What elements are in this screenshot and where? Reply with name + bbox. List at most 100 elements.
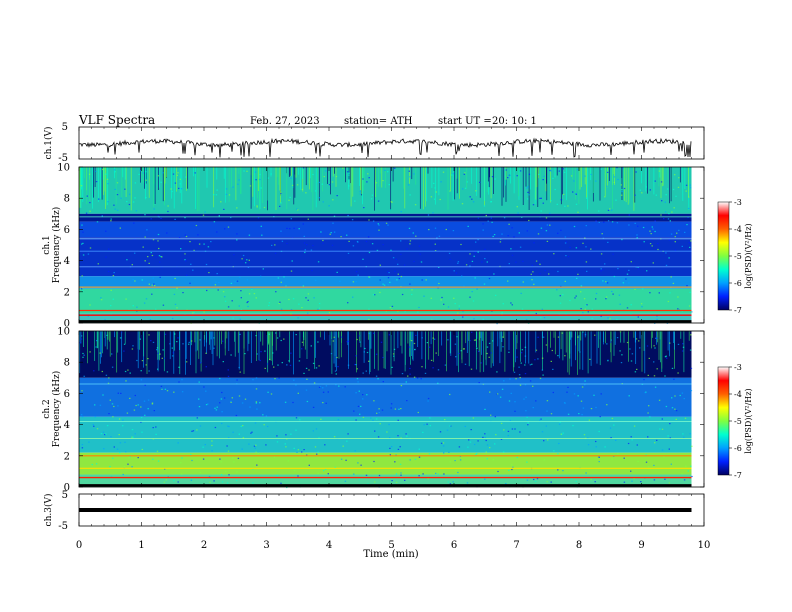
spectrogram-speckle xyxy=(184,217,186,219)
spectrogram-speckle xyxy=(152,341,155,343)
spectrogram-speckle xyxy=(434,227,437,229)
spectrogram-speckle xyxy=(536,478,539,480)
spectrogram-speckle xyxy=(499,241,502,243)
spectrogram-speckle xyxy=(209,481,211,483)
spectrogram-speckle xyxy=(251,431,253,433)
spectrogram-speckle xyxy=(595,298,597,300)
spectrogram-speckle xyxy=(365,370,367,372)
spectrogram-speckle xyxy=(472,417,475,419)
spectrogram-speckle xyxy=(574,297,576,299)
spectrogram-speckle xyxy=(419,253,421,255)
spectrogram-speckle xyxy=(436,237,438,239)
spectrogram-speckle xyxy=(192,269,194,271)
spectrogram-speckle xyxy=(630,261,632,263)
spectrogram-speckle xyxy=(391,366,393,368)
spectrogram-speckle xyxy=(132,436,134,438)
spectrogram-speckle xyxy=(157,215,159,217)
spectrogram-speckle xyxy=(505,169,507,171)
spectrogram-speckle xyxy=(611,290,613,293)
spectrogram-speckle xyxy=(174,182,177,184)
spectrogram-speckle xyxy=(296,184,299,186)
spectrogram-speckle xyxy=(88,441,90,443)
spectrogram-speckle xyxy=(174,333,176,335)
spectrogram-speckle xyxy=(143,302,146,304)
spectrogram-speckle xyxy=(581,414,583,416)
spectrogram-speckle xyxy=(511,227,513,229)
spectrogram-speckle xyxy=(609,341,612,343)
spectrogram-speckle xyxy=(389,307,392,309)
spectrogram-speckle xyxy=(246,259,248,261)
spectrogram-speckle xyxy=(276,435,278,437)
spectrogram-speckle xyxy=(236,471,238,473)
spectrogram-speckle xyxy=(263,424,265,426)
spectrogram-speckle xyxy=(376,249,379,251)
spectrogram-speckle xyxy=(194,172,196,174)
spectrogram-speckle xyxy=(367,483,369,485)
spectrogram-speckle xyxy=(176,307,178,309)
spectrogram-speckle xyxy=(368,319,370,321)
spectrogram-speckle xyxy=(507,435,509,437)
spectrogram-speckle xyxy=(437,473,439,475)
spectrogram-speckle xyxy=(508,223,510,225)
spectrogram-speckle xyxy=(546,481,548,483)
spectrogram-speckle xyxy=(518,366,520,368)
spectrogram-speckle xyxy=(513,236,515,238)
ch1-spectrogram-panel: ch.1 Frequency (kHz) xyxy=(42,166,705,325)
spectrogram-speckle xyxy=(455,272,458,274)
spectrogram-speckle xyxy=(132,201,135,203)
spectrogram-speckle xyxy=(297,209,299,211)
spectrogram-speckle xyxy=(188,341,190,343)
spectrogram-speckle xyxy=(616,167,618,169)
spectrogram-speckle xyxy=(395,473,398,475)
spectrogram-speckle xyxy=(543,440,545,442)
spectrogram-speckle xyxy=(665,264,668,266)
spectrogram-speckle xyxy=(527,198,529,200)
spectrogram-speckle xyxy=(301,307,303,309)
spectrogram-speckle xyxy=(461,275,463,277)
spectrogram-speckle xyxy=(255,451,257,453)
spectrogram-speckle xyxy=(246,170,248,172)
spectrogram-speckle xyxy=(400,472,402,474)
spectrogram-speckle xyxy=(440,181,442,183)
spectrogram-speckle xyxy=(562,294,564,296)
spectrogram-speckle xyxy=(296,208,298,210)
spectrogram-speckle xyxy=(398,277,400,280)
spectrogram-speckle xyxy=(611,417,614,420)
spectrogram-speckle xyxy=(366,394,368,396)
spectrogram-speckle xyxy=(584,334,587,336)
spectrogram-speckle xyxy=(600,168,602,170)
spectrogram-speckle xyxy=(399,463,402,465)
spectrogram-speckle xyxy=(688,207,690,210)
spectrogram-speckle xyxy=(284,443,286,445)
spectrogram-speckle xyxy=(255,335,257,337)
spectrogram-speckle xyxy=(484,436,486,439)
spectrogram-speckle xyxy=(558,423,561,425)
spectrogram-speckle xyxy=(524,346,527,348)
spectrogram-speckle xyxy=(388,423,390,426)
spectrogram-speckle xyxy=(464,187,467,189)
spectrogram-speckle xyxy=(256,206,258,208)
spectrogram-speckle xyxy=(633,425,636,427)
spectrogram-speckle xyxy=(665,194,667,196)
spectrogram-speckle xyxy=(491,176,494,178)
colorbar-tick-label: -4 xyxy=(734,225,742,234)
spectrogram-speckle xyxy=(552,368,554,370)
spectrogram-speckle xyxy=(523,398,525,400)
spectrogram-speckle xyxy=(366,181,368,183)
spectrogram-speckle xyxy=(507,280,509,282)
spectrogram-speckle xyxy=(313,297,315,299)
spectrogram-speckle xyxy=(620,362,623,364)
spectrogram-speckle xyxy=(225,188,228,190)
spectrogram-speckle xyxy=(325,402,327,404)
spectrogram-speckle xyxy=(375,182,378,184)
spectrogram-speckle xyxy=(185,260,187,262)
spectrogram-speckle xyxy=(550,413,553,415)
spectrogram-speckle xyxy=(485,214,487,217)
spectrogram-speckle xyxy=(648,405,650,407)
spectrogram-speckle xyxy=(374,430,376,432)
spectrogram-speckle xyxy=(688,196,690,198)
spectrogram-speckle xyxy=(481,261,483,263)
spectrogram-speckle xyxy=(534,359,536,361)
spectrogram-speckle xyxy=(619,303,621,305)
spectrogram-speckle xyxy=(208,272,210,274)
